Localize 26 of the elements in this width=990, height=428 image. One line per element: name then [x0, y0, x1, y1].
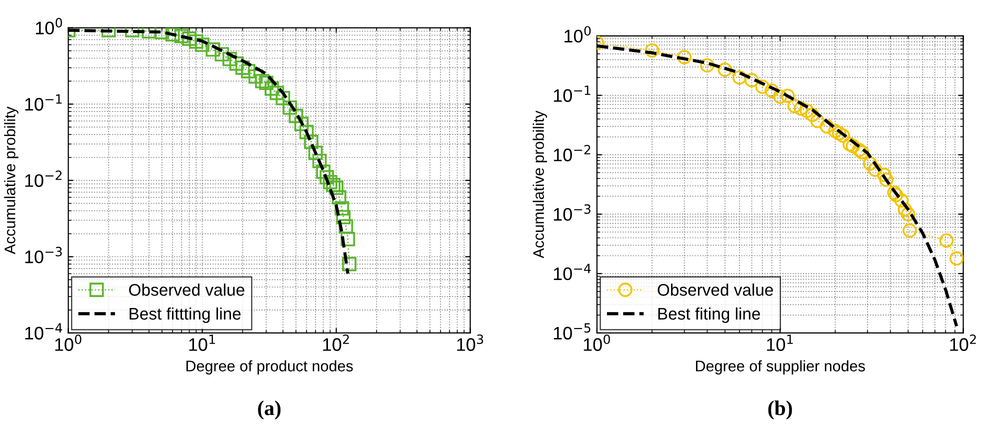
legend-label: Best fiting line — [658, 307, 760, 323]
x-axis-title: Degree of product nodes — [186, 360, 353, 374]
y-tick-label: 10$^{−1}$ — [554, 86, 590, 102]
y-tick-label: 10$^{−1}$ — [25, 94, 62, 111]
x-tick-label: 10$^{3}$ — [457, 334, 484, 351]
y-tick-label: 10$^{−3}$ — [25, 246, 62, 264]
text: (a) — [258, 400, 281, 420]
y-tick-label: 10$^{−2}$ — [25, 170, 62, 187]
y-tick-label: 10$^{0}$ — [36, 18, 62, 34]
y-tick-label: 10$^{−2}$ — [554, 144, 590, 162]
text: (b) — [768, 400, 792, 420]
y-tick-label: 10$^{0}$ — [564, 26, 591, 43]
x-tick-label: 10$^{2}$ — [950, 334, 976, 351]
legend-label: Observed value — [129, 284, 244, 296]
x-axis-title: Degree of supplier nodes — [696, 360, 865, 374]
y-axis-title: Accumulative probility — [4, 106, 18, 254]
legend-label: Best fittting line — [130, 307, 241, 323]
y-tick-label: 10$^{−4}$ — [554, 264, 591, 280]
x-tick-label: 10$^{0}$ — [584, 334, 610, 351]
legend-label: Observed value — [658, 284, 773, 296]
x-tick-label: 10$^{1}$ — [767, 334, 793, 351]
y-tick-label: 10$^{−3}$ — [554, 204, 590, 221]
x-tick-label: 10$^{2}$ — [323, 334, 349, 351]
y-axis-title: Accumulative probility — [532, 110, 548, 258]
x-tick-label: 10$^{1}$ — [189, 334, 215, 351]
x-tick-label: 10$^{0}$ — [55, 334, 82, 351]
